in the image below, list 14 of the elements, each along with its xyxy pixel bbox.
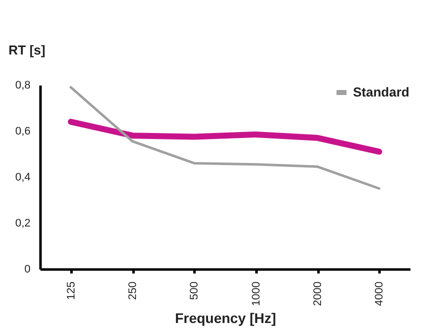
y-tick-label: 0,8 <box>15 80 30 92</box>
y-tick-label: 0,2 <box>15 218 30 230</box>
x-tick-label: 125 <box>65 282 78 300</box>
x-axis-title: Frequency [Hz] <box>174 310 276 326</box>
legend-label: Standard <box>353 84 410 100</box>
x-tick-label: 4000 <box>374 282 386 306</box>
y-tick-label: 0,6 <box>15 126 30 138</box>
y-axis-title: RT [s] <box>8 42 46 58</box>
x-tick-label: 500 <box>188 282 201 300</box>
x-tick-label: 250 <box>127 282 139 300</box>
y-tick-label: 0 <box>24 264 30 276</box>
x-tick-label: 2000 <box>312 282 324 306</box>
x-tick-label: 1000 <box>250 282 262 306</box>
y-tick-label: 0,4 <box>15 172 30 184</box>
